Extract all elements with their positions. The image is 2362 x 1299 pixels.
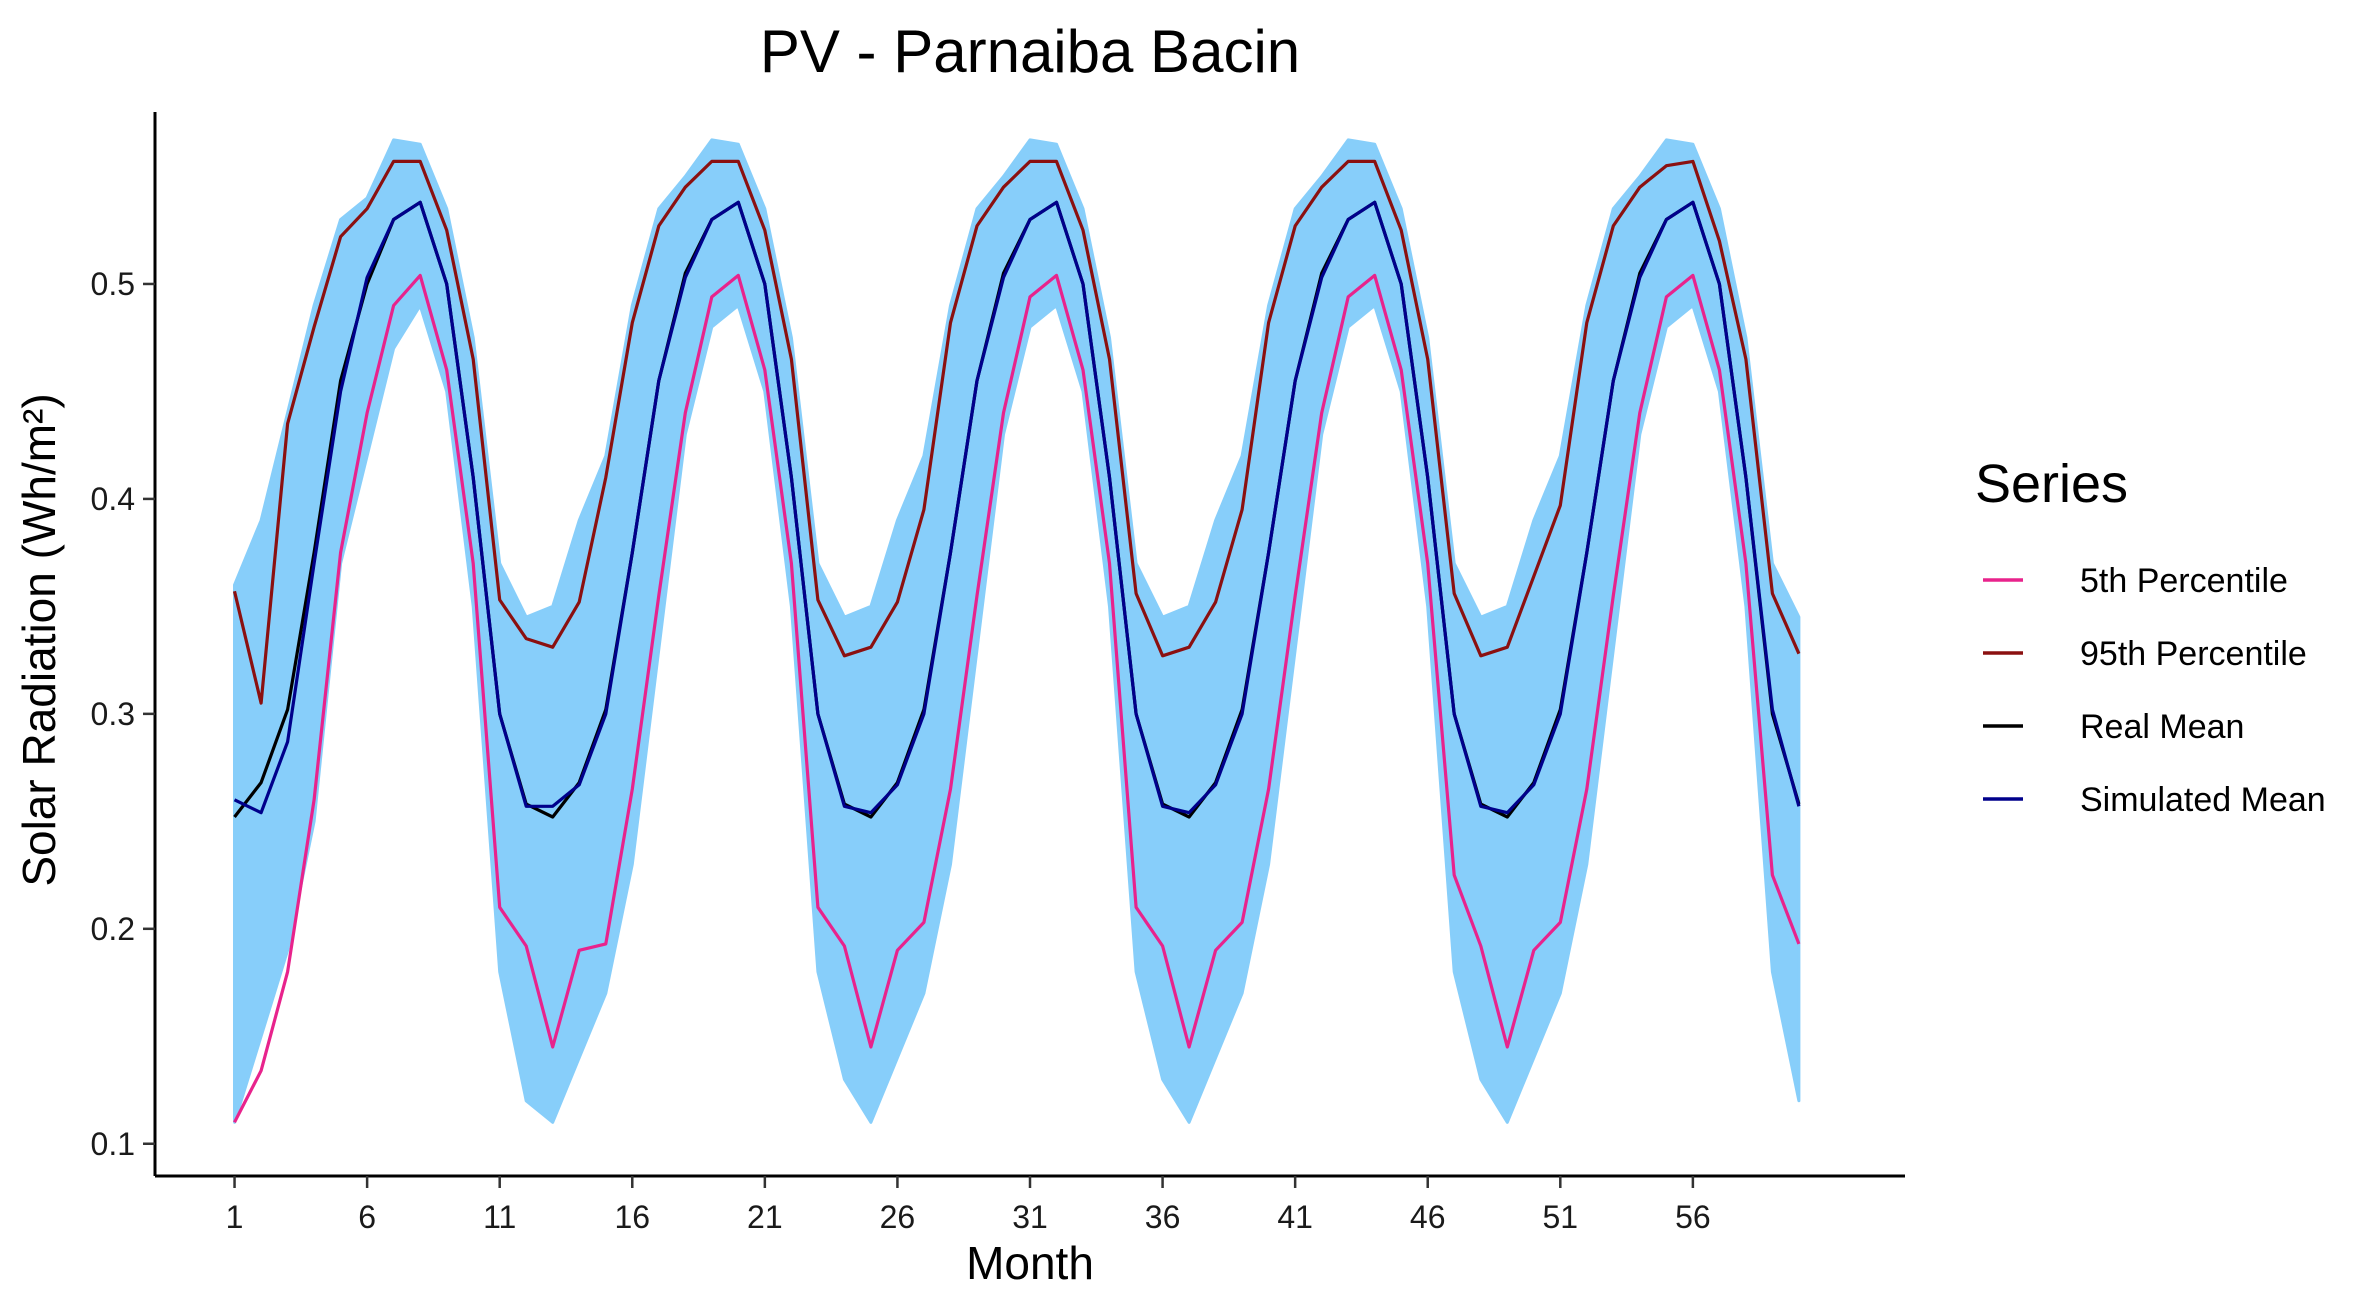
x-tick-label: 56 [1675,1199,1711,1235]
x-tick-label: 41 [1277,1199,1313,1235]
legend: Series 5th Percentile 95th Percentile Real… [1975,454,2326,819]
x-tick-label: 31 [1012,1199,1048,1235]
y-tick-label: 0.3 [91,696,135,732]
chart-title: PV - Parnaiba Bacin [760,18,1300,85]
x-tick-label: 1 [226,1199,244,1235]
legend-title: Series [1975,454,2128,514]
y-tick-label: 0.5 [91,266,135,302]
y-axis-title: Solar Radiation (Wh/m²) [13,393,65,886]
legend-label: Real Mean [2080,708,2244,746]
simulation-envelope [233,138,1801,1124]
legend-label: 5th Percentile [2080,562,2288,600]
x-tick-label: 11 [483,1199,516,1235]
x-tick-label: 6 [358,1199,376,1235]
x-axis-title: Month [966,1237,1094,1289]
series-line-95th-percentile [232,159,1801,705]
y-tick-label: 0.1 [91,1126,135,1162]
x-tick-label: 21 [747,1199,783,1235]
legend-label: 95th Percentile [2080,635,2307,673]
y-tick-label: 0.4 [91,481,135,517]
series-lines [232,159,1801,1124]
x-tick-label: 51 [1543,1199,1579,1235]
series-line-simulated-mean [233,200,1801,815]
simulation-band [233,138,1801,1124]
x-tick-label: 16 [614,1199,650,1235]
y-axis-ticks: 0.1 0.2 0.3 0.4 0.5 [91,266,155,1162]
y-tick-label: 0.2 [91,911,135,947]
x-tick-label: 26 [880,1199,916,1235]
legend-label: Simulated Mean [2080,781,2326,819]
x-axis-ticks: 1 6 11 16 21 26 31 36 41 46 51 56 [226,1176,1711,1235]
series-line-5th-percentile [233,273,1801,1124]
x-tick-label: 46 [1410,1199,1446,1235]
x-tick-label: 36 [1145,1199,1181,1235]
